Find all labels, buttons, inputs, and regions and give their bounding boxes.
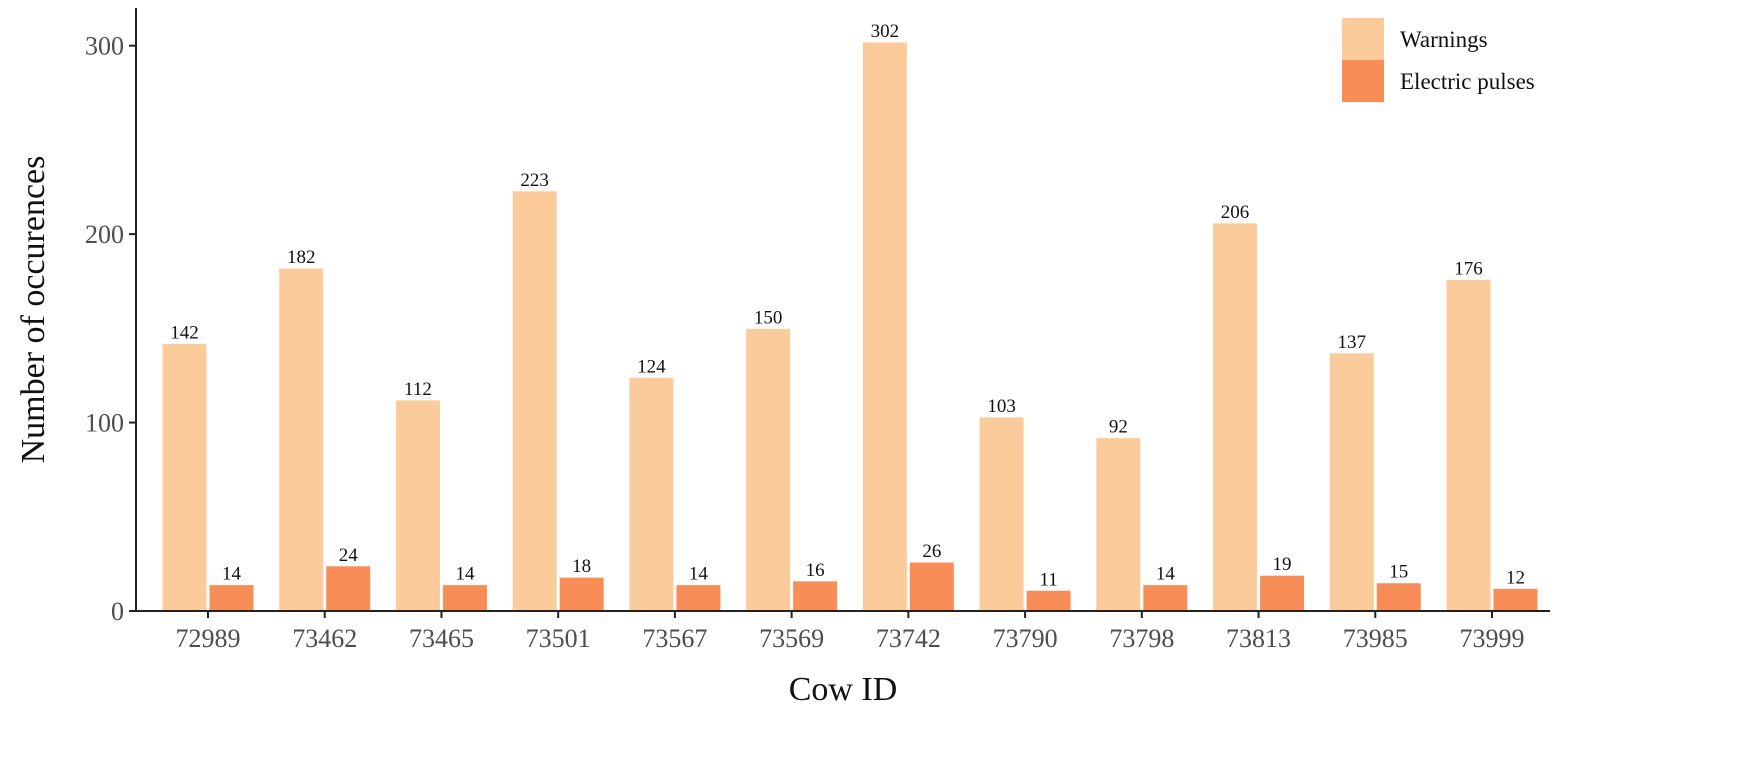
- electric-pulses-bar-72989: [208, 584, 255, 612]
- electric-pulses-bar-73567: [675, 584, 722, 612]
- warnings-bar-73798: [1095, 437, 1142, 612]
- x-tick-label-73569: 73569: [759, 624, 824, 653]
- x-tick-label-73985: 73985: [1343, 624, 1408, 653]
- electric-pulses-value-label-73813: 19: [1273, 554, 1292, 575]
- y-tick-label-0: 0: [111, 597, 124, 626]
- x-axis-title: Cow ID: [789, 671, 898, 708]
- x-tick-label-73790: 73790: [993, 624, 1058, 653]
- legend: Warnings Electric pulses: [1342, 18, 1535, 102]
- y-axis-title: Number of occurences: [15, 156, 52, 464]
- y-axis: 0 100 200 300: [85, 8, 137, 626]
- warnings-value-label-73465: 112: [404, 379, 432, 400]
- electric-pulses-bar-73569: [792, 580, 839, 612]
- x-tick-label-73742: 73742: [876, 624, 941, 653]
- warnings-value-label-73501: 223: [520, 170, 549, 191]
- warnings-bar-73465: [394, 399, 441, 612]
- electric-pulses-value-label-73742: 26: [922, 541, 941, 562]
- warnings-bar-73569: [745, 327, 792, 612]
- warnings-legend-label: Warnings: [1400, 27, 1488, 52]
- x-tick-label-73465: 73465: [409, 624, 474, 653]
- x-tick-label-72989: 72989: [176, 624, 241, 653]
- electric-pulses-value-label-73790: 11: [1039, 569, 1057, 590]
- electric-pulses-value-label-73798: 14: [1156, 564, 1176, 585]
- x-tick-label-73462: 73462: [292, 624, 357, 653]
- warnings-legend-swatch: [1342, 18, 1384, 60]
- y-tick-label-100: 100: [85, 409, 124, 438]
- warnings-value-label-73985: 137: [1338, 332, 1367, 353]
- x-tick-label-73813: 73813: [1226, 624, 1291, 653]
- warnings-bar-73501: [511, 190, 558, 612]
- electric-pulses-legend-label: Electric pulses: [1400, 69, 1535, 94]
- warnings-value-label-73798: 92: [1109, 417, 1128, 438]
- warnings-bar-73813: [1212, 222, 1259, 612]
- warnings-value-label-73999: 176: [1454, 258, 1483, 279]
- electric-pulses-value-label-73465: 14: [455, 564, 475, 585]
- x-axis: 72989 73462 73465 73501 73567 73569 73742 73790…: [136, 610, 1550, 653]
- electric-pulses-bar-73813: [1259, 574, 1306, 612]
- warnings-value-label-73790: 103: [987, 396, 1016, 417]
- electric-pulses-value-label-73985: 15: [1389, 562, 1408, 583]
- x-tick-label-73798: 73798: [1109, 624, 1174, 653]
- warnings-value-label-72989: 142: [170, 322, 199, 343]
- warnings-bar-73790: [978, 416, 1025, 612]
- electric-pulses-bar-73999: [1492, 587, 1539, 612]
- warnings-bar-73742: [861, 41, 908, 612]
- electric-pulses-bar-73465: [441, 584, 488, 612]
- warnings-value-label-73462: 182: [287, 247, 316, 268]
- bars-layer: [161, 41, 1539, 612]
- electric-pulses-value-label-73569: 16: [806, 560, 825, 581]
- warnings-bar-73462: [278, 267, 325, 612]
- warnings-value-label-73742: 302: [871, 21, 900, 42]
- electric-pulses-value-label-73999: 12: [1506, 567, 1525, 588]
- electric-pulses-value-label-72989: 14: [222, 564, 242, 585]
- electric-pulses-bar-73462: [325, 565, 372, 612]
- warnings-bar-73567: [628, 376, 675, 612]
- warnings-value-label-73567: 124: [637, 356, 666, 377]
- warnings-bar-73985: [1328, 352, 1375, 612]
- warnings-value-label-73569: 150: [754, 307, 783, 328]
- electric-pulses-value-label-73567: 14: [689, 564, 709, 585]
- y-tick-label-200: 200: [85, 220, 124, 249]
- y-tick-label-300: 300: [85, 32, 124, 61]
- electric-pulses-bar-73501: [558, 576, 605, 612]
- warnings-bar-72989: [161, 342, 208, 612]
- electric-pulses-bar-73790: [1025, 589, 1072, 612]
- electric-pulses-value-label-73501: 18: [572, 556, 591, 577]
- warnings-bar-73999: [1445, 278, 1492, 612]
- x-tick-label-73999: 73999: [1460, 624, 1525, 653]
- electric-pulses-value-label-73462: 24: [339, 545, 359, 566]
- electric-pulses-bar-73985: [1375, 582, 1422, 612]
- electric-pulses-bar-73798: [1142, 584, 1189, 612]
- electric-pulses-bar-73742: [908, 561, 955, 612]
- value-labels-layer: 142 14 182 24 112 14 223 18 124 14 150 16 302 26 103 11…: [170, 21, 1525, 590]
- x-tick-label-73501: 73501: [526, 624, 591, 653]
- x-tick-label-73567: 73567: [642, 624, 707, 653]
- warnings-value-label-73813: 206: [1221, 202, 1250, 223]
- electric-pulses-legend-swatch: [1342, 60, 1384, 102]
